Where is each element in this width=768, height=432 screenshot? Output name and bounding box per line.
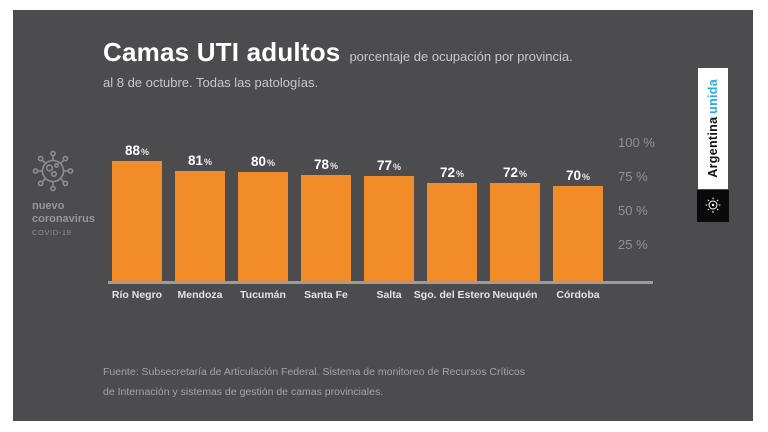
argentina-unida-badge: Argentina unida <box>698 68 728 189</box>
bar-column: 72% <box>490 165 540 281</box>
covid-badge-text: nuevo coronavirus COVID-19 <box>32 200 95 240</box>
covid-label-line2: coronavirus <box>32 212 95 225</box>
category-label: Córdoba <box>556 289 600 301</box>
bar <box>238 172 288 281</box>
category-label: Mendoza <box>177 289 223 301</box>
bar-column: 78% <box>301 157 351 281</box>
y-axis-tick: 50 % <box>618 203 648 218</box>
category-labels: Río Negro Mendoza Tucumán Santa Fe Salta Sgo.… <box>112 289 603 301</box>
bar-value-label: 77% <box>376 158 402 173</box>
bar-column: 72% <box>427 165 477 281</box>
bar-column: 81% <box>175 153 225 281</box>
source-line2: de Internación y sistemas de gestión de … <box>103 386 384 398</box>
sun-emblem-icon <box>705 197 721 213</box>
source-note: Fuente: Subsecretaría de Articulación Fe… <box>103 362 525 402</box>
coronavirus-icon <box>32 150 74 192</box>
category-label: Santa Fe <box>304 289 348 301</box>
bar-column: 70% <box>553 168 603 281</box>
page-subtitle: porcentaje de ocupación por provincia. <box>349 49 573 64</box>
y-axis-tick: 25 % <box>618 237 648 252</box>
source-line1: Fuente: Subsecretaría de Articulación Fe… <box>103 366 525 378</box>
bar <box>427 183 477 281</box>
category-label: Sgo. del Estero <box>413 289 491 301</box>
brand-argentina-label: Argentina <box>706 116 720 178</box>
covid-label-line1: nuevo <box>32 200 65 212</box>
sun-emblem-box <box>697 190 729 222</box>
bar-value-label: 88% <box>124 143 150 158</box>
category-label: Tucumán <box>240 289 286 301</box>
bar-value-label: 70% <box>565 168 591 183</box>
bar-value-label: 81% <box>187 153 213 168</box>
y-axis-tick: 100 % <box>618 135 655 150</box>
category-label: Río Negro <box>111 289 163 301</box>
bar <box>175 171 225 281</box>
bar-chart: 88% 81% 80% 78% 77% 72% 72% 70% <box>112 116 603 281</box>
covid-label-line3: COVID-19 <box>32 228 72 237</box>
bar-value-label: 72% <box>502 165 528 180</box>
category-label: Neuquén <box>492 289 538 301</box>
bar <box>553 186 603 281</box>
bar-value-label: 72% <box>439 165 465 180</box>
bar-column: 80% <box>238 154 288 281</box>
header: Camas UTI adultos porcentaje de ocupació… <box>103 37 573 90</box>
bar <box>112 161 162 281</box>
bar-column: 77% <box>364 158 414 281</box>
page-title: Camas UTI adultos <box>103 37 341 67</box>
bar-value-label: 78% <box>313 157 339 172</box>
bar-column: 88% <box>112 143 162 281</box>
page-subtitle-line2: al 8 de octubre. Todas las patologías. <box>103 75 319 90</box>
x-axis-baseline <box>108 281 653 284</box>
infographic-panel: Camas UTI adultos porcentaje de ocupació… <box>13 10 753 421</box>
category-label: Salta <box>376 289 402 301</box>
bar <box>301 175 351 281</box>
bar-value-label: 80% <box>250 154 276 169</box>
brand-unida-label: unida <box>706 79 720 114</box>
bar <box>364 176 414 281</box>
bar <box>490 183 540 281</box>
y-axis-tick: 75 % <box>618 169 648 184</box>
